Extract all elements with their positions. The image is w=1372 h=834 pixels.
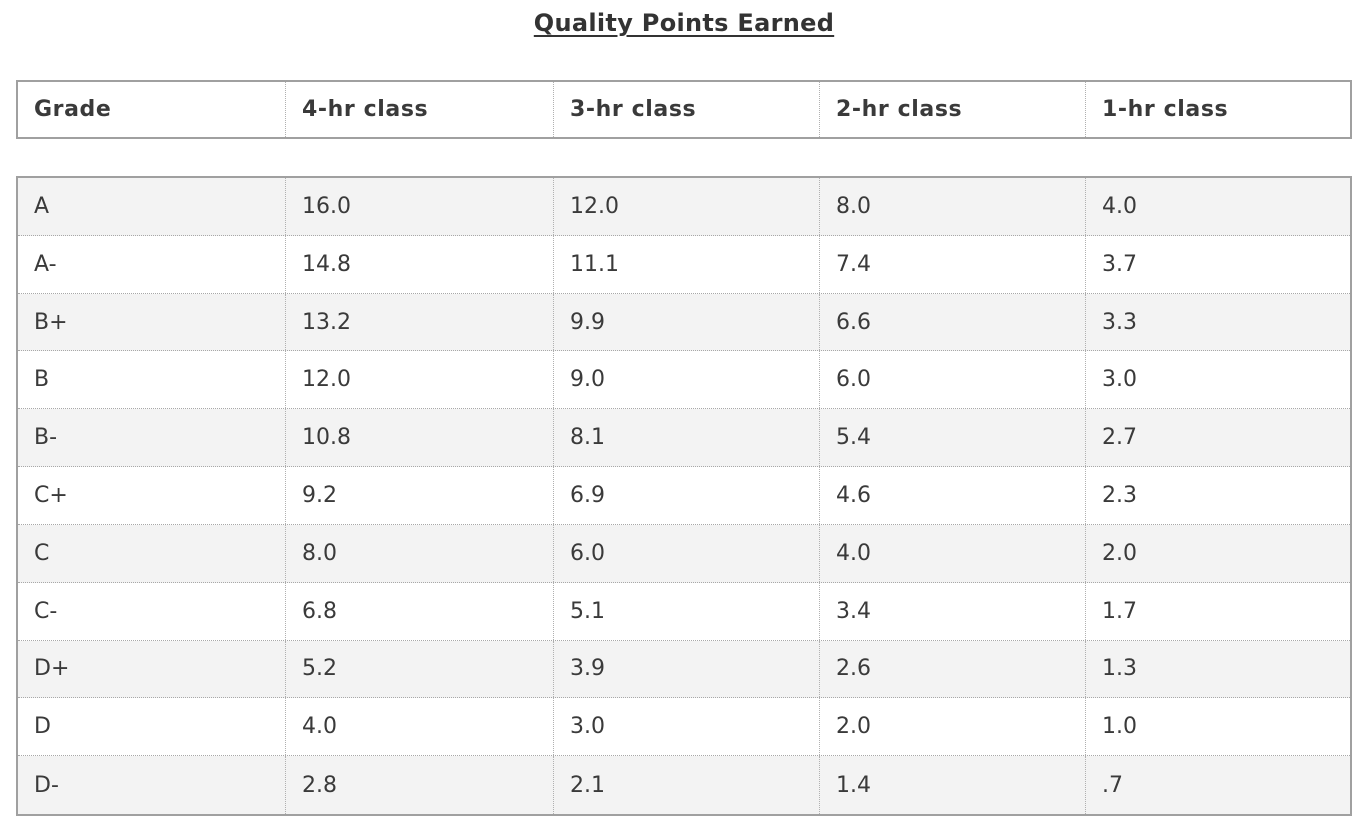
- table-cell-grade: B: [18, 351, 286, 409]
- table-row: C+ 9.2 6.9 4.6 2.3: [18, 467, 1350, 525]
- table-row: B- 10.8 8.1 5.4 2.7: [18, 409, 1350, 468]
- table-cell-1hr: 3.0: [1102, 367, 1137, 393]
- table-row: D+ 5.2 3.9 2.6 1.3: [18, 640, 1350, 699]
- table-cell-3hr: 11.1: [554, 235, 820, 293]
- table-header: Grade 4-hr class 3-hr class 2-hr class 1…: [16, 80, 1352, 139]
- table-row: C- 6.8 5.1 3.4 1.7: [18, 582, 1350, 641]
- table-cell-4hr: 10.8: [286, 409, 554, 467]
- table-row: B 12.0 9.0 6.0 3.0: [18, 351, 1350, 410]
- table-cell-3hr: 3.0: [554, 698, 820, 756]
- table-cell-4hr: 2.8: [286, 756, 554, 814]
- table-cell-grade: D: [18, 698, 286, 756]
- table-cell-2hr: 2.6: [820, 640, 1086, 698]
- table-cell-grade: A-: [18, 235, 286, 293]
- table-cell-grade: B-: [18, 409, 286, 467]
- table-cell-2hr: 4.0: [820, 524, 1086, 582]
- table-cell-4hr: 14.8: [286, 235, 554, 293]
- table-cell-grade: D-: [18, 756, 286, 814]
- column-header-3hr: 3-hr class: [554, 82, 820, 137]
- table-cell-1hr: 2.7: [1102, 425, 1137, 451]
- table-cell-3hr: 2.1: [554, 756, 820, 814]
- quality-points-table: A 16.0 12.0 8.0 4.0 A- 14.8 11.1 7.4 3.7 B+ 13.2 9.9…: [16, 176, 1352, 816]
- table-cell-2hr: 2.0: [820, 698, 1086, 756]
- table-cell-4hr: 12.0: [286, 351, 554, 409]
- table-cell-2hr: 7.4: [820, 235, 1086, 293]
- table-cell-3hr: 8.1: [554, 409, 820, 467]
- table-cell-1hr: 2.3: [1102, 482, 1137, 508]
- table-cell-2hr: 3.4: [820, 582, 1086, 640]
- table-cell-3hr: 3.9: [554, 640, 820, 698]
- table-cell-3hr: 6.9: [554, 467, 820, 524]
- table-cell-grade: A: [18, 178, 286, 235]
- table-cell-4hr: 5.2: [286, 640, 554, 698]
- column-header-4hr: 4-hr class: [286, 82, 554, 137]
- table-cell-1hr: 4.0: [1102, 193, 1137, 219]
- table-cell-4hr: 13.2: [286, 293, 554, 351]
- table-row: A- 14.8 11.1 7.4 3.7: [18, 235, 1350, 294]
- table-cell-1hr: 1.0: [1102, 714, 1137, 740]
- table-cell-3hr: 12.0: [554, 178, 820, 235]
- table-cell-grade: C-: [18, 582, 286, 640]
- table-row: B+ 13.2 9.9 6.6 3.3: [18, 293, 1350, 352]
- table-cell-2hr: 1.4: [820, 756, 1086, 814]
- table-row: D- 2.8 2.1 1.4 .7: [18, 756, 1350, 814]
- column-header-2hr: 2-hr class: [820, 82, 1086, 137]
- table-cell-grade: C: [18, 524, 286, 582]
- table-cell-1hr: .7: [1102, 772, 1123, 798]
- table-row: A 16.0 12.0 8.0 4.0: [18, 178, 1350, 236]
- table-cell-3hr: 5.1: [554, 582, 820, 640]
- table-cell-1hr: 2.0: [1102, 540, 1137, 566]
- table-cell-4hr: 8.0: [286, 524, 554, 582]
- page-title: Quality Points Earned: [533, 9, 835, 37]
- table-cell-grade: C+: [18, 467, 286, 524]
- table-cell-2hr: 6.0: [820, 351, 1086, 409]
- column-header-1hr: 1-hr class: [1102, 97, 1229, 122]
- table-cell-4hr: 4.0: [286, 698, 554, 756]
- table-cell-grade: B+: [18, 293, 286, 351]
- table-cell-4hr: 16.0: [286, 178, 554, 235]
- table-cell-2hr: 5.4: [820, 409, 1086, 467]
- table-cell-1hr: 3.7: [1102, 251, 1137, 277]
- table-cell-2hr: 6.6: [820, 293, 1086, 351]
- table-cell-1hr: 1.3: [1102, 656, 1137, 682]
- table-cell-1hr: 1.7: [1102, 598, 1137, 624]
- table-cell-3hr: 9.0: [554, 351, 820, 409]
- table-cell-4hr: 9.2: [286, 467, 554, 524]
- table-cell-2hr: 8.0: [820, 178, 1086, 235]
- table-cell-3hr: 6.0: [554, 524, 820, 582]
- table-cell-1hr: 3.3: [1102, 309, 1137, 335]
- table-cell-3hr: 9.9: [554, 293, 820, 351]
- table-cell-4hr: 6.8: [286, 582, 554, 640]
- column-header-grade: Grade: [18, 82, 286, 137]
- table-cell-grade: D+: [18, 640, 286, 698]
- table-row: D 4.0 3.0 2.0 1.0: [18, 698, 1350, 757]
- table-row: C 8.0 6.0 4.0 2.0: [18, 524, 1350, 583]
- table-cell-2hr: 4.6: [820, 467, 1086, 524]
